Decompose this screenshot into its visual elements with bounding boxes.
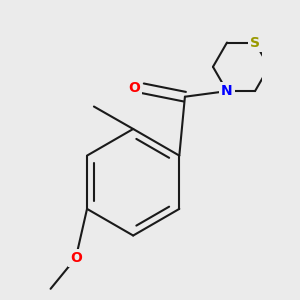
Text: S: S <box>250 35 260 50</box>
Text: O: O <box>128 81 140 95</box>
Text: O: O <box>70 251 82 265</box>
Text: N: N <box>221 84 233 98</box>
